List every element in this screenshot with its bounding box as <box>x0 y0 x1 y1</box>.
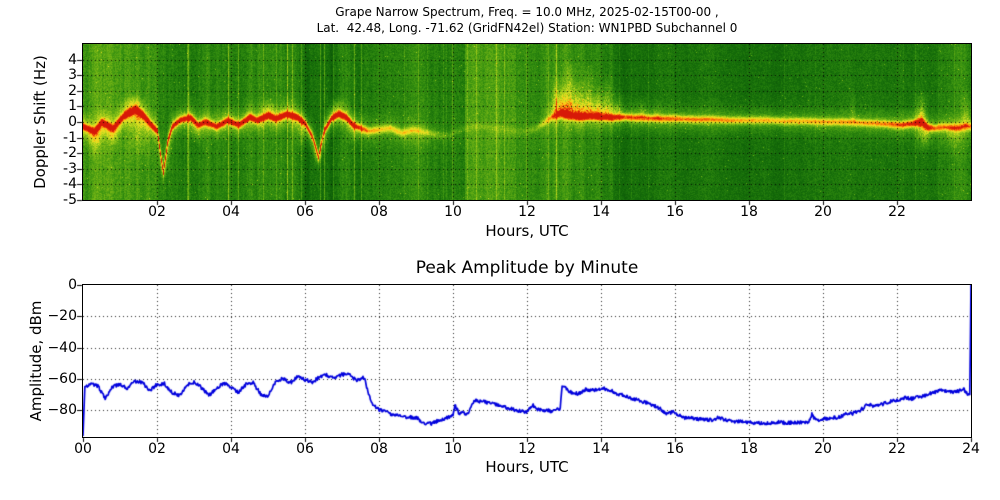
spectrogram-y-tick-label: 2 <box>68 82 77 99</box>
spectrogram-y-tick-label: -4 <box>63 176 77 193</box>
amplitude-x-tick-label: 24 <box>962 441 980 457</box>
amplitude-x-tick-label: 18 <box>740 441 758 457</box>
spectrogram-x-tick-label: 10 <box>444 204 462 220</box>
amplitude-xlabel: Hours, UTC <box>485 458 569 476</box>
spectrogram-x-tick-label: 04 <box>222 204 240 220</box>
spectrogram-plot <box>82 43 972 201</box>
spectrogram-x-tick-label: 06 <box>296 204 314 220</box>
spectrogram-y-tick-label: -5 <box>63 192 77 208</box>
amplitude-y-tick-label: −40 <box>47 339 77 356</box>
amplitude-y-tick-label: 0 <box>68 277 77 293</box>
amplitude-x-tick-label: 06 <box>296 441 314 457</box>
spectrogram-x-tick-label: 16 <box>666 204 684 220</box>
spectrogram-x-tick-label: 02 <box>148 204 166 220</box>
spectrogram-y-tick-label: 3 <box>68 67 77 84</box>
amplitude-x-tick-label: 04 <box>222 441 240 457</box>
amplitude-x-tick-label: 12 <box>518 441 536 457</box>
amplitude-y-tick-label: −20 <box>47 308 77 325</box>
spectrogram-x-tick-label: 08 <box>370 204 388 220</box>
spectrogram-y-tick-label: -2 <box>63 145 77 162</box>
spectrogram-y-tick-label: -1 <box>63 129 77 146</box>
spectrogram-y-tick-label: 4 <box>68 51 77 68</box>
amplitude-y-tick-label: −60 <box>47 371 77 388</box>
spectrogram-title-line2: Lat. 42.48, Long. -71.62 (GridFN42el) St… <box>316 21 738 35</box>
spectrogram-x-tick-label: 14 <box>592 204 610 220</box>
amplitude-x-tick-label: 02 <box>148 441 166 457</box>
amplitude-x-tick-label: 00 <box>74 441 92 457</box>
spectrogram-y-tick-label: 0 <box>68 114 77 130</box>
spectrogram-title-line1: Grape Narrow Spectrum, Freq. = 10.0 MHz,… <box>335 5 719 19</box>
amplitude-y-tick-label: −80 <box>47 402 77 419</box>
spectrogram-x-tick-label: 12 <box>518 204 536 220</box>
spectrogram-y-tick-label: -3 <box>63 160 77 177</box>
amplitude-x-tick-label: 10 <box>444 441 462 457</box>
amplitude-plot <box>82 284 972 438</box>
spectrogram-y-tick-label: 1 <box>68 98 77 115</box>
amplitude-x-tick-label: 16 <box>666 441 684 457</box>
amplitude-x-tick-label: 22 <box>888 441 906 457</box>
spectrogram-xlabel: Hours, UTC <box>485 222 569 240</box>
amplitude-x-tick-label: 20 <box>814 441 832 457</box>
spectrogram-x-tick-label: 22 <box>888 204 906 220</box>
amplitude-title: Peak Amplitude by Minute <box>415 258 639 278</box>
spectrogram-x-tick-label: 20 <box>814 204 832 220</box>
amplitude-x-tick-label: 14 <box>592 441 610 457</box>
spectrogram-x-tick-label: 18 <box>740 204 758 220</box>
amplitude-x-tick-label: 08 <box>370 441 388 457</box>
